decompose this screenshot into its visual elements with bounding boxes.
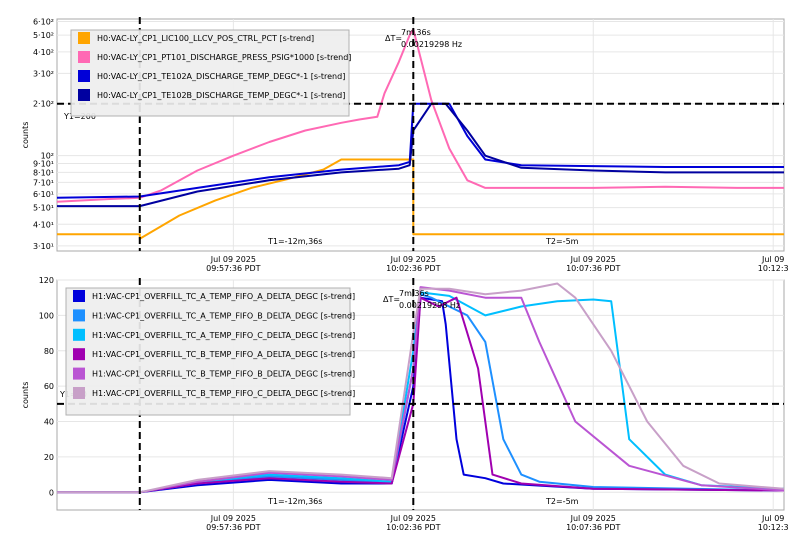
chart-bottom-t2-label: T2=-5m: [545, 497, 579, 506]
y-tick-label: 80: [44, 347, 54, 356]
legend-swatch: [78, 51, 90, 63]
legend-swatch: [78, 89, 90, 101]
x-tick-label-date: Jul 09 2025: [570, 514, 616, 523]
legend-entry-label: H1:VAC-CP1_OVERFILL_TC_B_TEMP_FIFO_B_DEL…: [92, 370, 355, 379]
x-tick-label-time: 09:57:36 PDT: [206, 264, 260, 273]
legend-entry-label: H0:VAC-LY_CP1_TE102B_DISCHARGE_TEMP_DEGC…: [97, 91, 345, 100]
chart-top-t2-label: T2=-5m: [545, 237, 579, 246]
x-tick-label-time: 10:12:3: [758, 264, 789, 273]
y-tick-label: 4·10²: [33, 48, 54, 57]
chart-top-legend[interactable]: H0:VAC-LY_CP1_LIC100_LLCV_POS_CTRL_PCT […: [70, 29, 351, 117]
legend-swatch: [73, 348, 85, 361]
x-tick-label-date: Jul 09 2025: [390, 514, 436, 523]
chart-top-t1-label: T1=-12m,36s: [267, 237, 322, 246]
chart-bottom-series: [57, 282, 785, 494]
y-tick-label: 40: [44, 418, 54, 427]
x-tick-label-time: 10:07:36 PDT: [566, 523, 620, 532]
legend-entry-label: H1:VAC-CP1_OVERFILL_TC_A_TEMP_FIFO_B_DEL…: [92, 311, 355, 320]
y-tick-label: 6·10¹: [33, 190, 54, 199]
y-tick-label: 10²: [41, 152, 54, 161]
y-tick-label: 2·10²: [33, 100, 54, 109]
series-line-4: [57, 102, 784, 208]
chart-bottom-y-ticks: 0 20 40 60 80 100 120: [39, 276, 54, 497]
legend-swatch: [78, 32, 90, 44]
chart-top-y-axis-label: counts: [21, 122, 30, 149]
legend-entry-label: H0:VAC-LY_CP1_PT101_DISCHARGE_PRESS_PSIG…: [97, 53, 351, 62]
x-tick-label-date: Jul 09 2025: [210, 514, 256, 523]
legend-swatch: [73, 328, 85, 341]
y-tick-label: 9·10¹: [33, 160, 54, 169]
chart-bottom-delta-prefix: ΔT=: [383, 295, 400, 304]
legend-swatch: [78, 70, 90, 82]
y-tick-label: 8·10¹: [33, 168, 54, 177]
x-tick-label-time: 10:12:3: [758, 523, 789, 532]
chart-top-legend-box: [70, 29, 350, 117]
chart-bottom-delta-time: 7m,36s: [399, 289, 429, 298]
x-tick-label-date: Jul 09 2025: [210, 255, 256, 264]
y-tick-label: 3·10¹: [33, 242, 54, 251]
legend-entry-label: H1:VAC-CP1_OVERFILL_TC_B_TEMP_FIFO_A_DEL…: [92, 350, 355, 359]
y-tick-label: 3·10²: [33, 69, 54, 78]
series-line-6: [57, 282, 785, 494]
series-line-1: [57, 296, 785, 494]
x-tick-label-time: 09:57:36 PDT: [206, 523, 260, 532]
chart-bottom-legend-box: [65, 287, 351, 416]
legend-entry-label: H0:VAC-LY_CP1_TE102A_DISCHARGE_TEMP_DEGC…: [97, 72, 345, 81]
x-tick-label-time: 10:07:36 PDT: [566, 264, 620, 273]
chart-bottom-y-axis-label: counts: [21, 382, 30, 409]
y-tick-label: 0: [49, 488, 54, 497]
chart-top-delta-prefix: ΔT=: [385, 34, 402, 43]
chart-bottom-grid: [57, 279, 784, 510]
y-tick-label: 4·10¹: [33, 220, 54, 229]
y-tick-label: 7·10¹: [33, 178, 54, 187]
legend-entry-label: H1:VAC-CP1_OVERFILL_TC_B_TEMP_FIFO_C_DEL…: [92, 389, 355, 398]
y-tick-label: 5·10²: [33, 31, 54, 40]
legend-entry-label: H1:VAC-CP1_OVERFILL_TC_A_TEMP_FIFO_A_DEL…: [92, 292, 355, 301]
y-tick-label: 60: [44, 382, 54, 391]
legend-entry-label: H1:VAC-CP1_OVERFILL_TC_A_TEMP_FIFO_C_DEL…: [92, 331, 355, 340]
series-line-3: [57, 291, 785, 494]
x-tick-label-date: Jul 09: [761, 514, 784, 523]
chart-bottom-t1-label: T1=-12m,36s: [267, 497, 322, 506]
chart-top-delta-time: 7m,36s: [401, 28, 431, 37]
chart-top-delta-frequency: 0.00219298 Hz: [401, 40, 462, 49]
y-tick-label: 120: [39, 276, 54, 285]
legend-entry-label: H0:VAC-LY_CP1_LIC100_LLCV_POS_CTRL_PCT […: [97, 34, 314, 43]
legend-swatch: [73, 367, 85, 380]
y-tick-label: 5·10¹: [33, 204, 54, 213]
series-line-2: [56, 28, 784, 203]
y-tick-label: 6·10²: [33, 17, 54, 26]
chart-bottom-delta-frequency: 0.00219298 Hz: [399, 301, 460, 310]
x-tick-label-time: 10:02:36 PDT: [386, 264, 440, 273]
legend-swatch: [73, 387, 85, 399]
x-tick-label-date: Jul 09 2025: [390, 255, 436, 264]
x-tick-label-date: Jul 09: [761, 255, 784, 264]
y-tick-label: 20: [44, 453, 54, 462]
legend-swatch: [73, 290, 85, 302]
y-tick-label: 100: [39, 311, 54, 320]
legend-swatch: [73, 309, 85, 322]
x-tick-label-date: Jul 09 2025: [570, 255, 616, 264]
x-tick-label-time: 10:02:36 PDT: [386, 523, 440, 532]
chart-bottom-legend[interactable]: H1:VAC-CP1_OVERFILL_TC_A_TEMP_FIFO_A_DEL…: [65, 287, 355, 416]
